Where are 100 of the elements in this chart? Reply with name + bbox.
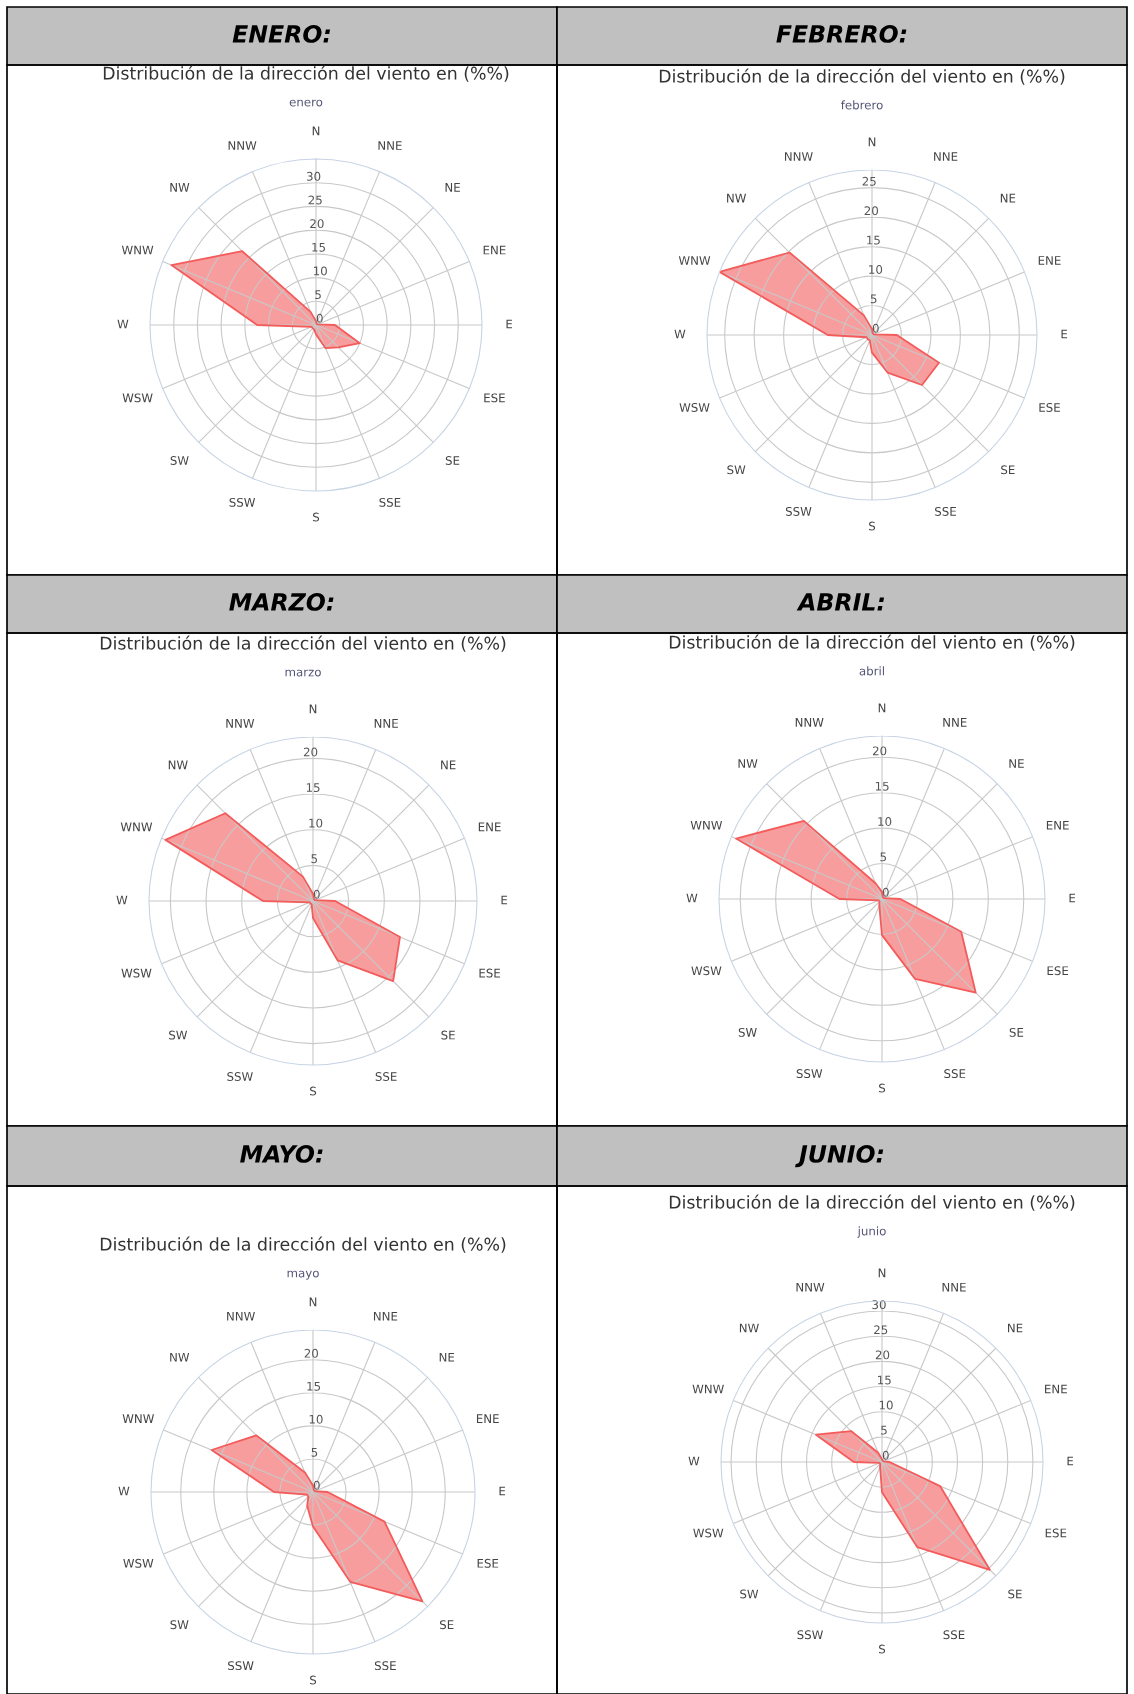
spoke-label: SW — [170, 1620, 189, 1630]
spoke-label: N — [309, 704, 317, 714]
spoke-label: NNE — [943, 718, 967, 727]
spoke-label: N — [878, 1268, 886, 1278]
spoke-label: NW — [738, 759, 758, 768]
spoke-label: E — [499, 1486, 506, 1496]
y-tick-label: 0 — [872, 323, 879, 333]
spoke-label: W — [688, 1456, 700, 1466]
spoke-label: SE — [1001, 465, 1015, 475]
spoke-label: SE — [441, 1030, 455, 1040]
spoke-label: S — [310, 1675, 317, 1685]
y-tick-label: 5 — [315, 290, 321, 300]
spoke-label: NE — [439, 1352, 455, 1362]
spoke-label: WNW — [678, 256, 711, 265]
chart-title: Distribución de la dirección del viento en (%%) — [103, 65, 509, 82]
y-tick-label: 10 — [313, 266, 327, 276]
y-tick-label: 15 — [867, 235, 880, 245]
spoke-label: ESE — [479, 968, 500, 978]
spoke-label: SE — [445, 456, 460, 465]
spoke-label: WSW — [123, 1558, 154, 1568]
y-tick-label: 15 — [312, 242, 326, 252]
spoke-label: W — [674, 329, 686, 339]
spoke-label: ENE — [483, 245, 506, 255]
spoke-label: ENE — [1038, 256, 1061, 265]
spoke-label: NNW — [796, 1282, 825, 1292]
y-tick-label: 15 — [306, 783, 320, 793]
spoke-label: WNW — [121, 245, 154, 255]
spoke-label: NNW — [795, 718, 824, 727]
y-tick-label: 30 — [872, 1300, 886, 1310]
spoke-label: NNW — [228, 141, 257, 150]
spoke-label: SW — [740, 1589, 759, 1599]
spoke-label: NE — [1009, 759, 1024, 768]
y-tick-label: 25 — [874, 1325, 888, 1335]
spoke-label: W — [116, 895, 128, 905]
spoke-label: SSE — [375, 1072, 397, 1081]
spoke-label: SW — [727, 465, 746, 475]
spoke-label: NW — [168, 760, 188, 770]
chart-subtitle: abril — [859, 666, 884, 676]
spoke-label: SSE — [944, 1069, 966, 1079]
chart-subtitle: enero — [289, 99, 323, 107]
spoke-label: S — [313, 512, 320, 522]
y-tick-label: 0 — [313, 1480, 320, 1490]
y-tick-label: 0 — [316, 313, 323, 323]
y-tick-label: 25 — [308, 195, 322, 205]
spoke-label: SSW — [785, 506, 812, 516]
spoke-label: W — [117, 319, 129, 329]
spoke-label: SSE — [935, 506, 956, 516]
y-tick-label: 20 — [864, 206, 879, 216]
text: FEBRERO: — [776, 24, 907, 43]
spoke-label: W — [686, 893, 698, 903]
y-tick-label: 0 — [313, 889, 320, 899]
spoke-label: W — [118, 1486, 130, 1496]
y-tick-label: 20 — [310, 219, 324, 229]
y-tick-label: 15 — [875, 781, 889, 791]
y-tick-label: 15 — [307, 1382, 321, 1391]
text: ENERO: — [232, 24, 331, 43]
text: MAYO: — [240, 1144, 323, 1163]
y-tick-label: 5 — [880, 852, 887, 862]
spoke-label: NNW — [227, 1311, 255, 1321]
chart-title: Distribución de la dirección del viento en (%%) — [669, 1194, 1075, 1211]
chart-title: Distribución de la dirección del viento en (%%) — [659, 68, 1065, 85]
y-tick-label: 20 — [303, 747, 318, 757]
spoke-label: S — [879, 1644, 886, 1654]
spoke-label: NNE — [942, 1282, 966, 1292]
spoke-label: S — [310, 1086, 317, 1096]
chart-title: Distribución de la dirección del viento en (%%) — [669, 634, 1075, 651]
spoke-label: NE — [1008, 1323, 1023, 1333]
spoke-label: E — [506, 319, 513, 329]
y-tick-label: 5 — [881, 1425, 887, 1435]
y-tick-label: 10 — [309, 1414, 323, 1424]
y-tick-label: 30 — [306, 171, 321, 181]
spoke-label: WSW — [691, 966, 722, 976]
spoke-label: ENE — [478, 822, 501, 832]
spoke-label: ESE — [1045, 1528, 1067, 1538]
text: ABRIL: — [796, 593, 885, 611]
spoke-label: N — [868, 137, 876, 147]
chart-title: Distribución de la dirección del viento en (%%) — [100, 635, 506, 652]
spoke-label: WNW — [120, 822, 153, 832]
spoke-label: SSE — [379, 497, 401, 507]
y-tick-label: 5 — [870, 294, 877, 304]
spoke-label: N — [309, 1297, 317, 1307]
spoke-label: WSW — [693, 1528, 724, 1538]
y-tick-label: 5 — [311, 1447, 318, 1457]
chart-subtitle: junio — [857, 1226, 886, 1238]
spoke-label: N — [878, 703, 886, 713]
y-tick-label: 0 — [882, 1450, 889, 1460]
spoke-label: NNE — [934, 152, 958, 161]
y-tick-label: 10 — [878, 817, 892, 827]
spoke-label: E — [1069, 893, 1076, 903]
spoke-label: SW — [169, 1030, 188, 1040]
spoke-label: WSW — [121, 968, 152, 978]
spoke-label: ESE — [484, 393, 505, 403]
spoke-label: NNW — [226, 719, 255, 728]
spoke-label: ESE — [477, 1558, 499, 1568]
text: JUNIO: — [795, 1144, 884, 1168]
spoke-label: N — [312, 126, 320, 136]
spoke-label: SSW — [796, 1069, 823, 1079]
spoke-label: NW — [727, 193, 747, 203]
spoke-label: NNE — [378, 141, 402, 150]
spoke-label: WSW — [122, 393, 153, 403]
